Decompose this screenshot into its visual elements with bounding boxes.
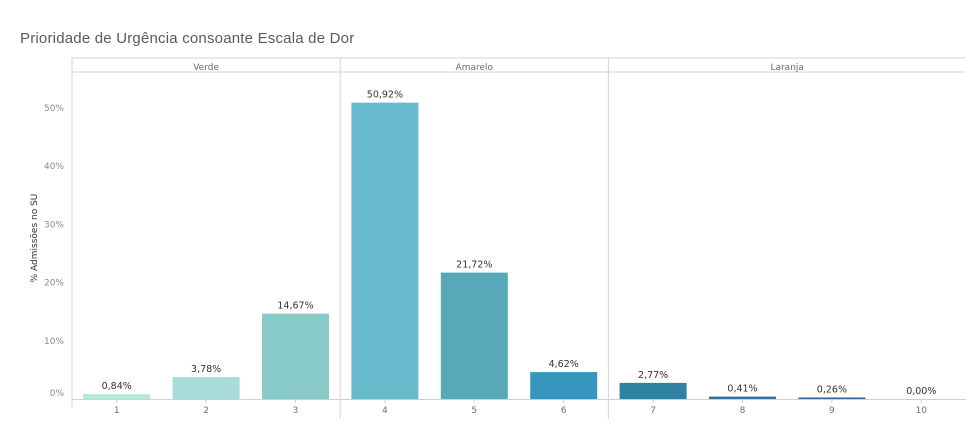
x-tick-label: 10	[916, 406, 928, 416]
bar-8	[709, 396, 776, 399]
panel-header-laranja: Laranja	[770, 63, 803, 73]
data-label-4: 50,92%	[367, 90, 403, 101]
y-tick-label: 30%	[44, 220, 64, 230]
y-axis: 0% 10% 20% 30% 40% 50%	[44, 104, 64, 399]
y-tick-label: 40%	[44, 162, 64, 172]
data-label-2: 3,78%	[191, 364, 221, 375]
x-tick-label: 9	[829, 406, 835, 416]
x-tick-label: 8	[740, 406, 746, 416]
data-label-5: 21,72%	[456, 260, 492, 271]
data-label-8: 0,41%	[727, 384, 757, 395]
y-axis-label: % Admissões no SU	[30, 194, 40, 283]
y-tick-label: 20%	[44, 279, 64, 289]
bars	[83, 102, 866, 399]
bar-1	[83, 394, 151, 399]
x-tick-label: 1	[114, 406, 120, 416]
y-tick-label: 0%	[50, 389, 65, 399]
data-label-9: 0,26%	[817, 384, 847, 395]
bar-9	[798, 397, 866, 399]
bar-6	[530, 372, 598, 399]
x-tick-label: 7	[650, 406, 656, 416]
data-label-1: 0,84%	[102, 381, 132, 392]
data-label-10: 0,00%	[906, 386, 936, 397]
x-tick-label: 2	[203, 406, 209, 416]
panel-header-amarelo: Amarelo	[456, 63, 494, 73]
bar-4	[351, 102, 419, 399]
data-label-7: 2,77%	[638, 370, 668, 381]
panel-headers: Verde Amarelo Laranja	[193, 63, 804, 73]
x-tick-label: 3	[293, 406, 299, 416]
y-tick-label: 50%	[44, 104, 64, 114]
data-label-3: 14,67%	[277, 301, 313, 312]
x-tick-label: 6	[561, 406, 567, 416]
bar-5	[440, 272, 508, 399]
x-axis: 1 2 3 4 5 6 7 8 9 10	[114, 399, 927, 416]
x-tick-label: 4	[382, 406, 388, 416]
data-labels: 0,84% 3,78% 14,67% 50,92% 21,72% 4,62% 2,77% 0,…	[102, 90, 937, 397]
y-tick-label: 10%	[44, 337, 64, 347]
bar-3	[262, 313, 329, 399]
chart-frame	[71, 57, 966, 419]
panel-header-verde: Verde	[193, 63, 219, 73]
bar-2	[172, 377, 240, 399]
x-tick-label: 5	[471, 406, 477, 416]
chart-title: Prioridade de Urgência consoante Escala …	[20, 30, 355, 47]
bar-7	[619, 382, 687, 399]
data-label-6: 4,62%	[549, 359, 579, 370]
